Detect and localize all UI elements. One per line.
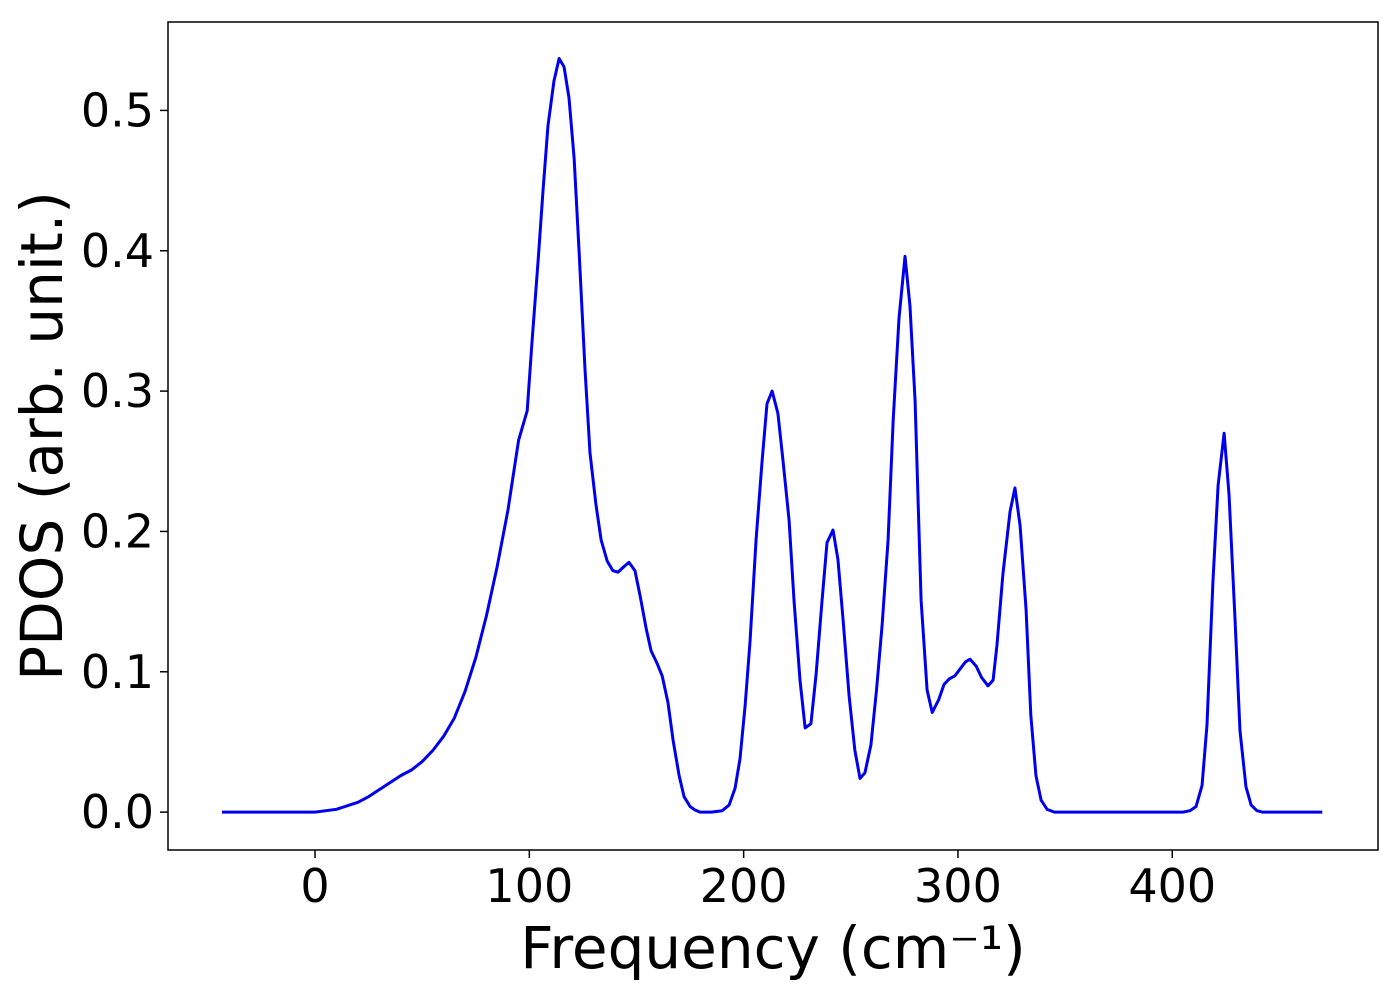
x-tick-label: 100: [485, 859, 573, 913]
y-tick-label: 0.1: [81, 645, 154, 699]
y-tick-label: 0.2: [81, 504, 154, 558]
y-tick-label: 0.3: [81, 364, 154, 418]
y-tick-label: 0.4: [81, 224, 154, 278]
y-tick-label: 0.5: [81, 83, 154, 137]
x-tick-label: 300: [914, 859, 1002, 913]
x-tick-label: 400: [1128, 859, 1216, 913]
y-tick-label: 0.0: [81, 785, 154, 839]
pdos-line: [222, 56, 1323, 814]
x-tick-label: 200: [700, 859, 788, 913]
y-axis-label: PDOS (arb. unit.): [8, 191, 76, 681]
x-axis-label: Frequency (cm⁻¹): [520, 914, 1026, 982]
x-tick-label: 0: [300, 859, 329, 913]
plot-frame: [167, 21, 1379, 851]
